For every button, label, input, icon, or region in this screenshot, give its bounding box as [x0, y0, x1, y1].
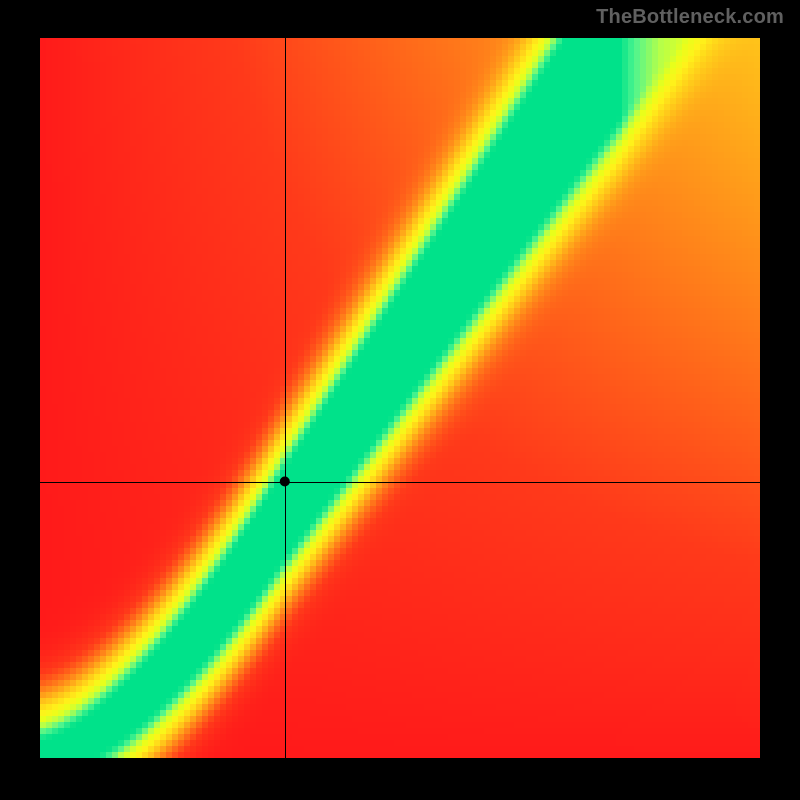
heatmap-canvas [40, 38, 760, 758]
chart-container: TheBottleneck.com [0, 0, 800, 800]
watermark-text: TheBottleneck.com [596, 6, 784, 29]
